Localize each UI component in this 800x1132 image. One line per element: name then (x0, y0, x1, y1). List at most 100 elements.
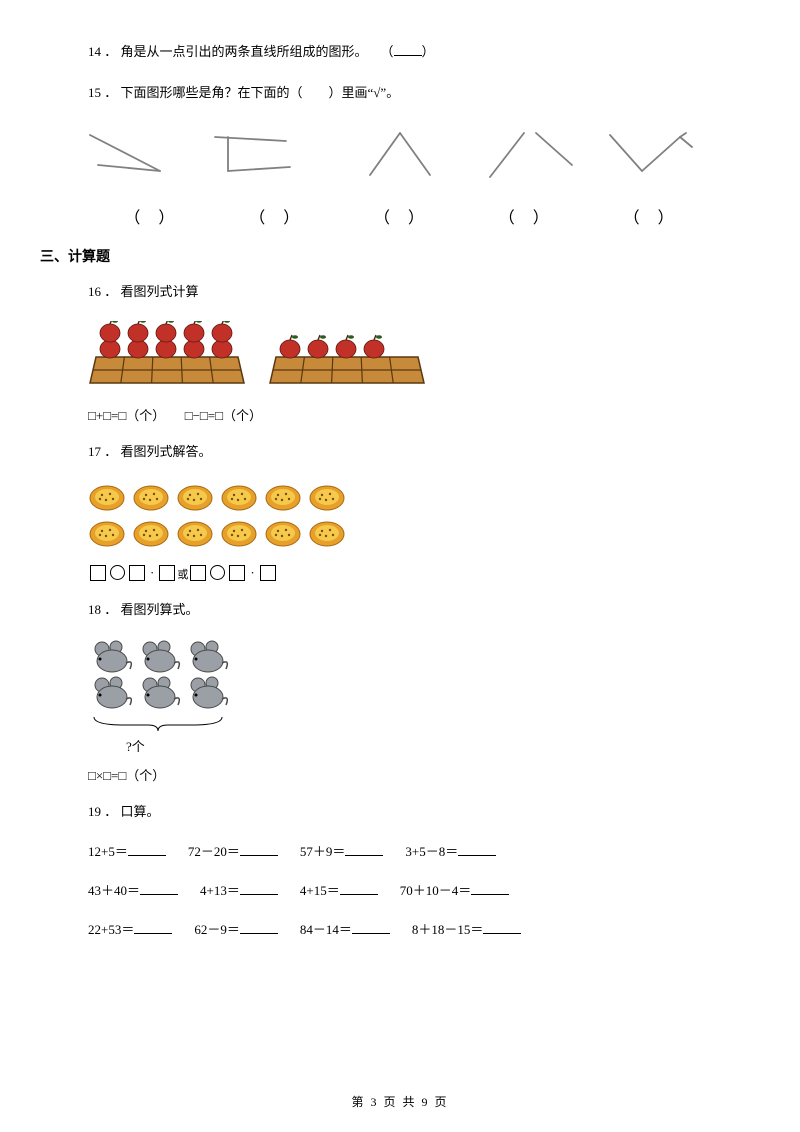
dot-sep: · (150, 565, 154, 580)
answer-blank[interactable] (340, 882, 378, 895)
answer-blank[interactable] (240, 843, 278, 856)
calc-item: 12+5＝ (88, 841, 166, 860)
question-19: 19 ． 口算。 (88, 800, 720, 823)
paren-group[interactable]: （） (470, 204, 595, 228)
box-icon[interactable] (229, 565, 245, 581)
q19-text: 口算。 (121, 804, 160, 819)
calc-item: 57＋9＝ (300, 841, 384, 860)
answer-blank[interactable] (134, 921, 172, 934)
dot-sep: · (250, 565, 254, 580)
mouse-icon (184, 675, 230, 711)
question-17: 17 ． 看图列式解答。 (88, 440, 720, 463)
q14-num: 14 ． (88, 44, 117, 59)
calc-item: 22+53＝ (88, 919, 172, 938)
tart-icon (176, 482, 214, 514)
q17-text: 看图列式解答。 (121, 444, 212, 459)
section-3-heading: 三、计算题 (40, 246, 720, 266)
calc-item: 4+13＝ (200, 880, 278, 899)
paren-group[interactable]: （） (96, 204, 221, 228)
angles-diagram (80, 123, 720, 193)
q16-num: 16 ． (88, 284, 117, 299)
answer-blank[interactable] (240, 882, 278, 895)
answer-blank[interactable] (128, 843, 166, 856)
box-icon[interactable] (129, 565, 145, 581)
paren-group[interactable]: （） (221, 204, 346, 228)
box-icon[interactable] (190, 565, 206, 581)
mouse-icon (136, 639, 182, 675)
paren-group[interactable]: （） (346, 204, 471, 228)
tart-icon (264, 482, 302, 514)
tart-icon (88, 482, 126, 514)
tart-row (88, 482, 720, 514)
calc-row: 12+5＝ 72－20＝ 57＋9＝ 3+5－8＝ (88, 841, 720, 860)
answer-blank[interactable] (471, 882, 509, 895)
q15-parens-row: （）（）（）（）（） (96, 204, 720, 228)
calc-item: 72－20＝ (188, 841, 278, 860)
page-footer: 第 3 页 共 9 页 (0, 1093, 800, 1110)
tart-icon (308, 482, 346, 514)
q14-trail: ） (422, 44, 435, 59)
q17-num: 17 ． (88, 444, 117, 459)
tart-icon (264, 518, 302, 550)
apple-box-1 (88, 321, 248, 391)
q18-num: 18 ． (88, 602, 117, 617)
mouse-row (88, 639, 720, 675)
q15-angles: （）（）（）（）（） (80, 123, 720, 228)
q14-blank[interactable] (394, 43, 422, 56)
answer-blank[interactable] (140, 882, 178, 895)
question-14: 14 ． 角是从一点引出的两条直线所组成的图形。 （ ） (88, 40, 720, 63)
calc-item: 4+15＝ (300, 880, 378, 899)
q14-text: 角是从一点引出的两条直线所组成的图形。 （ (121, 44, 394, 59)
q15-num: 15 ． (88, 85, 117, 100)
box-icon[interactable] (90, 565, 106, 581)
circle-icon[interactable] (110, 565, 125, 580)
calc-row: 22+53＝62－9＝84－14＝8＋18－15＝ (88, 919, 720, 938)
q16-text: 看图列式计算 (121, 284, 199, 299)
q19-calc: 12+5＝ 72－20＝ 57＋9＝ 3+5－8＝ 43＋40＝ 4+13＝ 4+15＝ 70… (88, 841, 720, 938)
calc-item: 3+5－8＝ (405, 841, 496, 860)
calc-item: 8＋18－15＝ (412, 919, 522, 938)
calc-item: 70＋10－4＝ (400, 880, 510, 899)
box-icon[interactable] (260, 565, 276, 581)
tart-icon (308, 518, 346, 550)
q16-figure (88, 321, 720, 391)
q16-equation[interactable]: □+□=□（个） □−□=□（个） (88, 405, 720, 424)
question-15: 15 ． 下面图形哪些是角？在下面的（ ）里画“√”。 (88, 81, 720, 104)
circle-icon[interactable] (210, 565, 225, 580)
calc-item: 43＋40＝ (88, 880, 178, 899)
q19-num: 19 ． (88, 804, 117, 819)
apple-box-2 (268, 321, 428, 391)
question-16: 16 ． 看图列式计算 (88, 280, 720, 303)
tart-icon (220, 518, 258, 550)
paren-group[interactable]: （） (595, 204, 720, 228)
q18-brace-label: ?个 (126, 736, 720, 755)
tart-icon (132, 482, 170, 514)
mouse-icon (184, 639, 230, 675)
mouse-icon (88, 639, 134, 675)
mouse-icon (136, 675, 182, 711)
calc-item: 84－14＝ (300, 919, 390, 938)
q18-figure (88, 639, 720, 711)
tart-icon (132, 518, 170, 550)
box-icon[interactable] (159, 565, 175, 581)
question-18: 18 ． 看图列算式。 (88, 598, 720, 621)
q17-or: 或 (177, 569, 188, 581)
q18-equation[interactable]: □×□=□（个） (88, 765, 720, 784)
answer-blank[interactable] (458, 843, 496, 856)
answer-blank[interactable] (345, 843, 383, 856)
q17-figure (88, 482, 720, 550)
tart-row (88, 518, 720, 550)
q18-text: 看图列算式。 (121, 602, 199, 617)
answer-blank[interactable] (483, 921, 521, 934)
tart-icon (88, 518, 126, 550)
answer-blank[interactable] (240, 921, 278, 934)
mouse-icon (88, 675, 134, 711)
q15-text: 下面图形哪些是角？在下面的（ ）里画“√”。 (121, 85, 400, 100)
calc-row: 43＋40＝ 4+13＝ 4+15＝ 70＋10－4＝ (88, 880, 720, 899)
brace-icon (88, 713, 228, 731)
q17-formula[interactable]: · 或 · (88, 564, 720, 582)
tart-icon (220, 482, 258, 514)
answer-blank[interactable] (352, 921, 390, 934)
mouse-row (88, 675, 720, 711)
tart-icon (176, 518, 214, 550)
